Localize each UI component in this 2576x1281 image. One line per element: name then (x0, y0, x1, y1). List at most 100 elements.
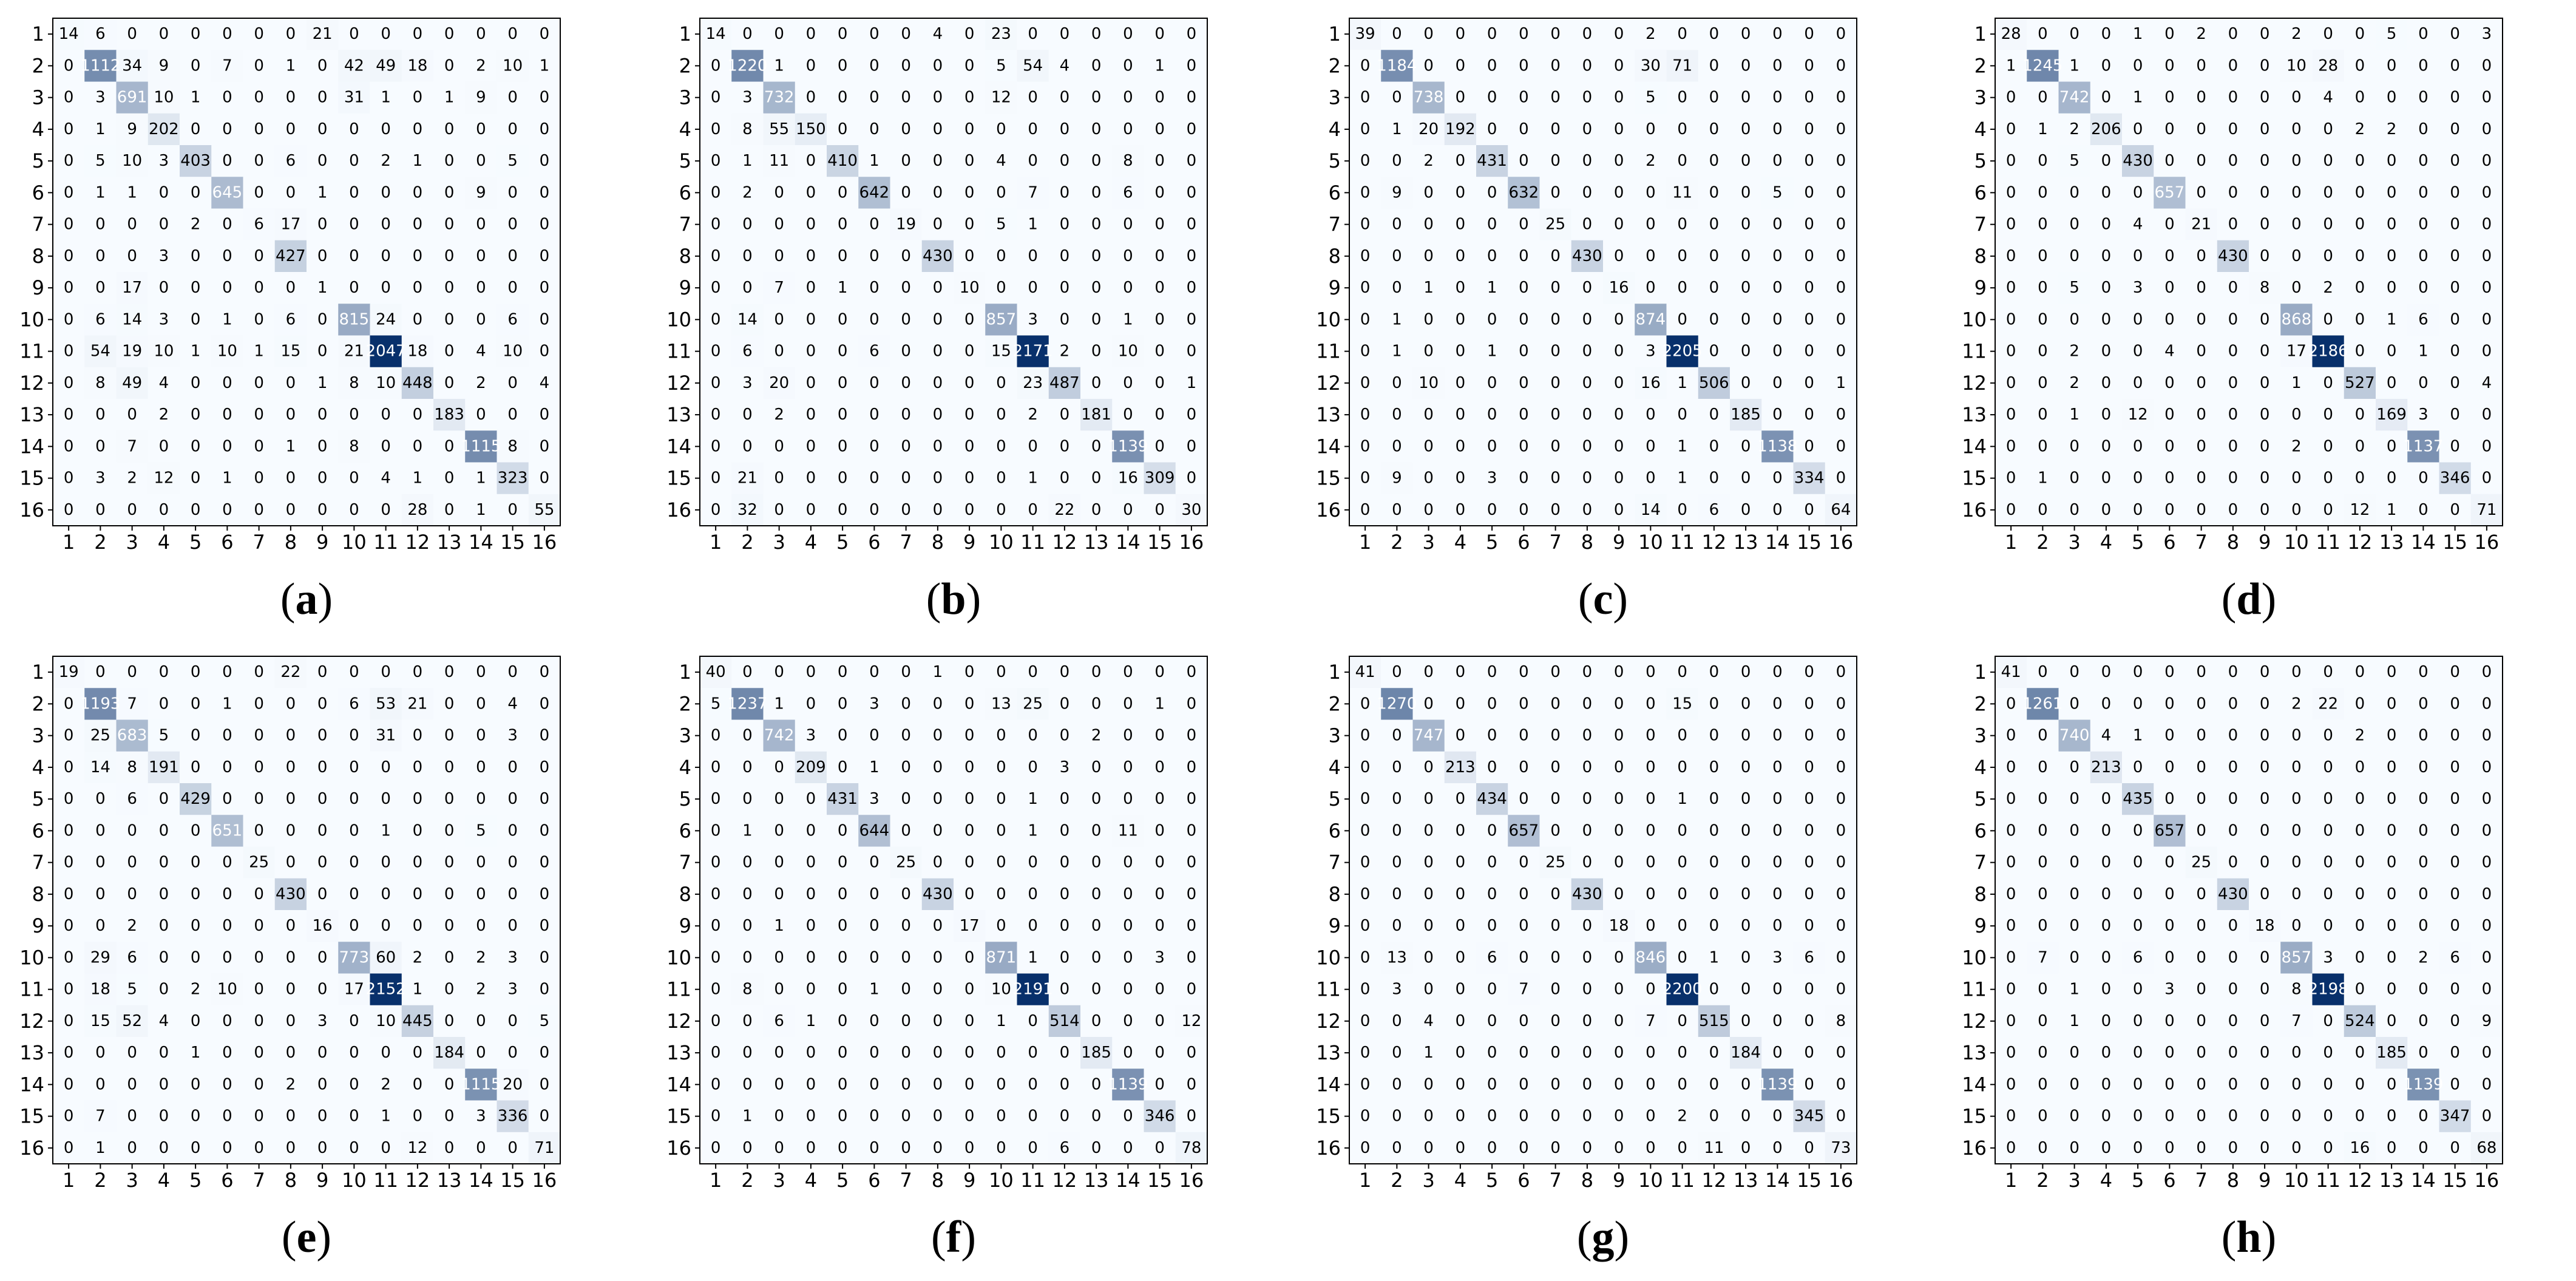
cell-value-label: 2200 (1663, 980, 1703, 999)
matrix-cell (1381, 50, 1414, 83)
cell-value-label: 0 (286, 1107, 296, 1126)
cell-value-label: 3 (159, 247, 169, 265)
cell-value-label: 0 (1646, 406, 1656, 424)
cell-value-label: 0 (838, 25, 848, 43)
cell-value-label: 0 (996, 727, 1006, 745)
cell-value-label: 0 (2196, 310, 2206, 328)
cell-value-label: 2 (381, 152, 391, 170)
cell-value-label: 0 (64, 695, 74, 713)
matrix-cell (116, 208, 149, 241)
cell-value-label: 0 (1582, 216, 1593, 234)
cell-value-label: 0 (1582, 1044, 1593, 1062)
cell-value-label: 0 (1709, 790, 1720, 808)
cell-value-label: 21 (313, 25, 333, 43)
cell-value-label: 0 (317, 469, 328, 488)
cell-value-label: 1 (2133, 25, 2143, 43)
matrix-cell (731, 272, 764, 304)
cell-value-label: 0 (2101, 310, 2112, 328)
matrix-cell (1412, 145, 1445, 177)
cell-value-label: 0 (869, 663, 880, 681)
cell-value-label: 22 (280, 663, 300, 681)
cell-value-label: 0 (2196, 917, 2206, 935)
matrix-cell (1698, 399, 1730, 431)
cell-value-label: 0 (2038, 1044, 2048, 1062)
matrix-cell (827, 494, 859, 526)
matrix-cell (1381, 113, 1414, 146)
matrix-cell (1539, 462, 1572, 495)
cell-value-label: 17 (2286, 342, 2307, 361)
cell-value-label: 0 (996, 1107, 1006, 1126)
cell-value-label: 0 (1456, 374, 1466, 392)
matrix-cell (1175, 367, 1208, 399)
cell-value-label: 1 (444, 89, 455, 107)
matrix-cell (1080, 50, 1113, 83)
cell-value-label: 0 (2038, 1075, 2048, 1093)
matrix-cell (2058, 50, 2091, 83)
cell-value-label: 0 (1582, 56, 1593, 75)
cell-value-label: 8 (2291, 980, 2302, 999)
x-tick-label: 1 (2005, 531, 2017, 554)
matrix-cell (1730, 430, 1762, 463)
matrix-cell (1412, 240, 1445, 273)
cell-value-label: 6 (95, 25, 106, 43)
matrix-cell (1995, 145, 2027, 177)
cell-value-label: 0 (2323, 501, 2333, 519)
y-tick-label: 7 (679, 213, 691, 236)
matrix-cell (243, 462, 276, 495)
cell-value-label: 0 (2387, 247, 2397, 265)
cell-value-label: 0 (2196, 152, 2206, 170)
cell-value-label: 0 (286, 1139, 296, 1157)
cell-value-label: 0 (1519, 437, 1529, 455)
cell-value-label: 0 (254, 790, 264, 808)
matrix-cell (700, 272, 732, 304)
cell-value-label: 0 (1646, 727, 1656, 745)
cell-value-label: 0 (127, 1139, 137, 1157)
y-tick-label: 13 (19, 403, 44, 426)
cell-value-label: 683 (117, 727, 147, 745)
x-tick-label: 6 (221, 531, 233, 554)
matrix-cell (1666, 18, 1699, 50)
y-tick-label: 14 (19, 1073, 44, 1096)
matrix-cell (370, 399, 402, 431)
matrix-cell (1112, 304, 1145, 336)
x-tick-label: 12 (1052, 531, 1077, 554)
cell-value-label: 0 (1709, 1107, 1720, 1126)
cell-value-label: 0 (444, 120, 455, 138)
cell-value-label: 0 (1772, 885, 1783, 903)
cell-value-label: 2 (191, 980, 201, 999)
matrix-cell (2344, 50, 2376, 83)
cell-value-label: 0 (1836, 152, 1846, 170)
cell-value-label: 0 (2450, 279, 2460, 297)
cell-value-label: 403 (180, 152, 211, 170)
cell-value-label: 10 (503, 342, 523, 361)
cell-value-label: 0 (1423, 980, 1434, 999)
cell-value-label: 4 (159, 374, 169, 392)
cell-value-label: 0 (1772, 406, 1783, 424)
cell-value-label: 431 (827, 790, 858, 808)
cell-value-label: 0 (964, 310, 975, 328)
cell-value-label: 0 (413, 120, 423, 138)
cell-value-label: 0 (1836, 663, 1846, 681)
cell-value-label: 0 (1060, 790, 1070, 808)
matrix-cell (1825, 18, 1857, 50)
cell-value-label: 2 (1646, 25, 1656, 43)
matrix-cell (1698, 430, 1730, 463)
cell-value-label: 0 (1772, 342, 1783, 361)
x-tick-label: 7 (900, 1169, 912, 1192)
cell-value-label: 1 (2069, 406, 2079, 424)
matrix-cell (1412, 272, 1445, 304)
matrix-cell (1793, 272, 1826, 304)
cell-value-label: 0 (2418, 727, 2429, 745)
cell-value-label: 0 (2196, 1044, 2206, 1062)
y-tick-label: 14 (1962, 1073, 1987, 1096)
cell-value-label: 10 (217, 342, 237, 361)
cell-value-label: 0 (2038, 727, 2048, 745)
matrix-cell (116, 81, 149, 114)
cell-value-label: 0 (2387, 1075, 2397, 1093)
matrix-cell (827, 430, 859, 463)
matrix-cell (1080, 18, 1113, 50)
matrix-cell (1080, 208, 1113, 241)
matrix-cell (1144, 399, 1176, 431)
cell-value-label: 0 (2133, 758, 2143, 776)
cell-value-label: 0 (254, 1012, 264, 1030)
